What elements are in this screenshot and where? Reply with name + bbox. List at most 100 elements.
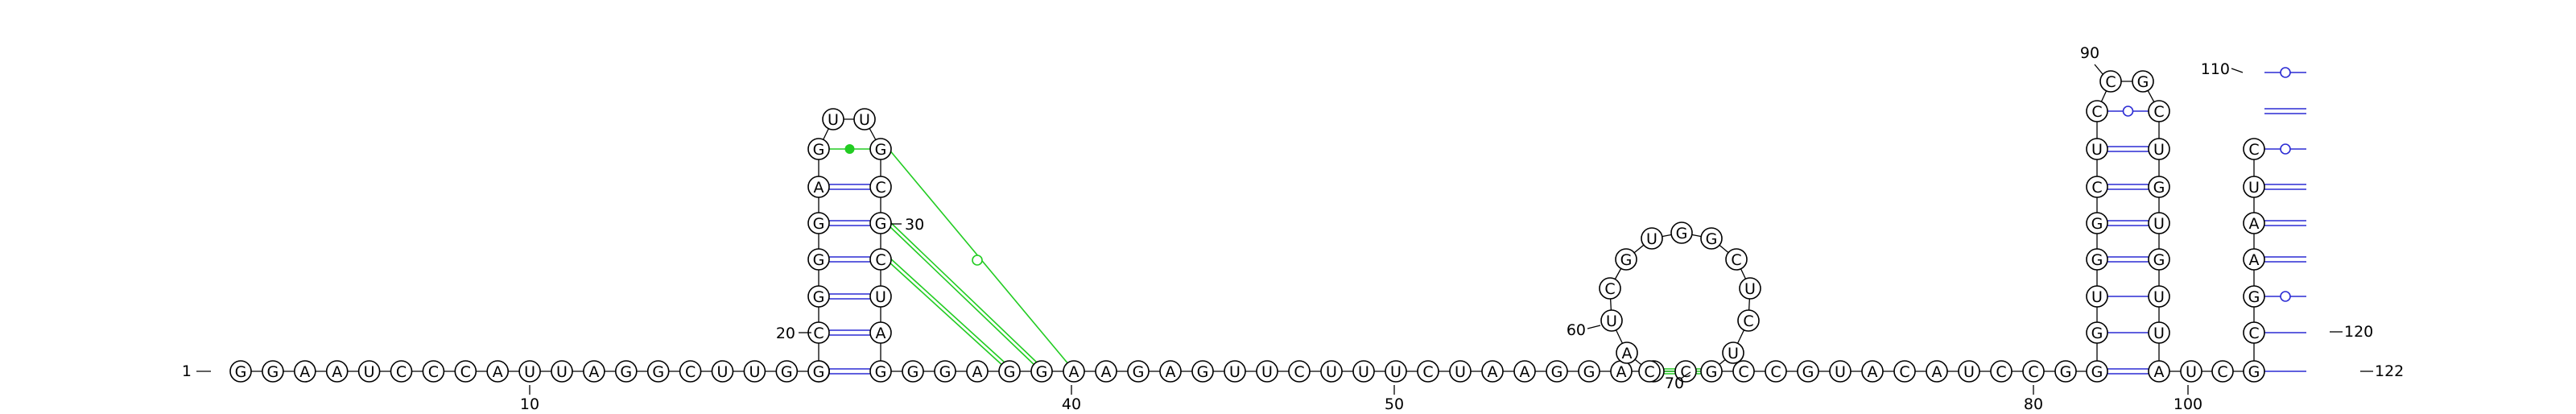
nucleotide-letter: C (1604, 280, 1615, 298)
label-1: 1 (182, 362, 192, 380)
label-80: 80 (2024, 395, 2043, 413)
nucleotide-64: C (1599, 277, 1621, 300)
nucleotide-letter: G (1802, 363, 1814, 381)
nucleotide-72: U (1722, 342, 1744, 364)
nucleotide-53: U (1449, 360, 1472, 383)
nucleotide-30: C (869, 176, 892, 198)
nucleotide-78: A (1861, 360, 1884, 383)
nucleotide-76: G (1797, 360, 1819, 383)
nucleotide-letter: U (524, 363, 535, 381)
nucleotide-2: G (262, 360, 284, 383)
nucleotide-letter: C (685, 363, 696, 381)
nucleotide-letter: G (2153, 179, 2165, 197)
nucleotide-104: C (2211, 360, 2234, 383)
nucleotide-letter: A (1616, 363, 1627, 381)
nucleotide-44: A (1159, 360, 1182, 383)
nucleotide-67: G (1670, 221, 1693, 244)
nucleotide-39: G (998, 360, 1021, 383)
nucleotide-letter: G (813, 215, 825, 233)
nucleotide-108: A (2243, 248, 2265, 271)
nucleotide-letter: U (1326, 363, 1337, 381)
label-60: 60 (1567, 321, 1586, 339)
nucleotide-92: C (2086, 100, 2108, 122)
nucleotide-32: C (869, 248, 892, 271)
nucleotide-letter: G (2137, 73, 2149, 91)
nucleotide-71: C (1737, 309, 1760, 332)
nucleotide-letter: U (828, 111, 839, 129)
nucleotide-letter: C (875, 251, 886, 269)
nucleotide-9: A (486, 360, 510, 383)
nucleotide-letter: C (428, 363, 439, 381)
tertiary-interaction-marker (972, 255, 983, 266)
nucleotide-letter: C (1770, 363, 1781, 381)
nucleotide-81: U (1958, 360, 1980, 383)
nucleotide-letter: U (1646, 230, 1657, 248)
nucleotide-21: C (807, 321, 830, 344)
nucleotide-24: G (807, 212, 830, 234)
label-20: 20 (776, 325, 795, 342)
nucleotide-80: A (1926, 360, 1948, 383)
nucleotide-letter: U (859, 111, 870, 129)
nucleotide-86: G (2086, 321, 2108, 344)
nucleotide-letter: U (1963, 363, 1975, 381)
nucleotide-letter: U (2153, 325, 2165, 342)
nucleotide-letter: G (939, 363, 952, 381)
nucleotide-73: G (1700, 360, 1723, 383)
nucleotide-letter: G (2248, 363, 2260, 381)
nucleotide-letter: G (1676, 225, 1688, 242)
nucleotide-letter: C (813, 325, 824, 342)
nucleotide-letter: C (1996, 363, 2006, 381)
nucleotide-letter: C (875, 179, 886, 197)
nucleotide-letter: G (875, 215, 887, 233)
nucleotide-97: G (2148, 176, 2170, 198)
nucleotide-letter: G (813, 288, 825, 306)
nucleotide-letter: A (1069, 363, 1080, 381)
nucleotide-letter: C (2248, 325, 2259, 342)
nucleotide-letter: C (1899, 363, 1909, 381)
nucleotide-letter: U (2153, 215, 2165, 233)
label-50: 50 (1385, 395, 1404, 413)
nucleotide-letter: A (876, 325, 886, 342)
nucleotide-41: A (1063, 360, 1085, 383)
nucleotide-94: G (2132, 70, 2154, 93)
nucleotide-28: U (853, 108, 876, 130)
nucleotide-letter: G (652, 363, 664, 381)
nucleotide-letter: G (1551, 363, 1563, 381)
nucleotide-letter: U (717, 363, 729, 381)
label-100: 100 (2174, 395, 2202, 413)
nucleotide-letter: U (2153, 288, 2165, 306)
nucleotide-100: U (2148, 285, 2170, 308)
base-pair-layer (829, 67, 2306, 375)
nucleotide-98: U (2148, 212, 2170, 234)
nucleotide-61: C (1638, 360, 1661, 383)
nucleotide-85: G (2086, 360, 2108, 383)
nucleotide-letter: G (875, 141, 887, 159)
position-label-layer: 1 10 20 30 40 50 60 70 80 90 100 110 120… (182, 44, 2404, 413)
nucleotide-20: G (807, 360, 830, 383)
nucleotide-letter: G (2153, 251, 2165, 269)
nucleotide-letter: G (1706, 230, 1718, 248)
nucleotide-letter: A (2249, 215, 2260, 233)
nucleotide-52: C (1417, 360, 1439, 383)
nucleotide-50: U (1352, 360, 1375, 383)
nucleotide-34: A (869, 321, 892, 344)
nucleotide-77: U (1829, 360, 1852, 383)
nucleotide-74: C (1732, 360, 1755, 383)
nucleotide-79: C (1893, 360, 1916, 383)
nucleotide-letter: G (267, 363, 279, 381)
gu-pair-marker (2122, 106, 2134, 117)
nucleotide-70: U (1739, 277, 1761, 300)
nucleotide-letter: U (875, 288, 886, 306)
nucleotide-letter: U (2153, 141, 2165, 159)
nucleotide-51: U (1385, 360, 1407, 383)
nucleotide-106: C (2243, 321, 2265, 344)
nucleotide-letter: G (1620, 251, 1633, 269)
nucleotide-37: G (934, 360, 956, 383)
nucleotide-letter: C (460, 363, 471, 381)
nucleotide-88: G (2086, 248, 2108, 271)
nucleotide-1: G (229, 360, 252, 383)
nucleotide-5: U (357, 360, 381, 383)
nucleotide-letter: G (813, 141, 825, 159)
nucleotide-letter: U (1835, 363, 1846, 381)
nucleotide-6: C (390, 360, 413, 383)
